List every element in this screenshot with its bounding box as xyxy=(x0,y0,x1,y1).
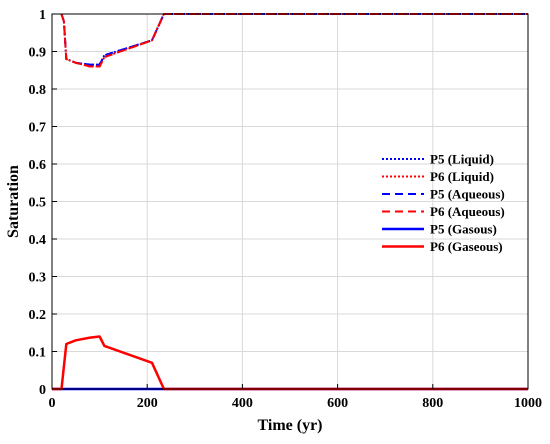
legend-label-4: P5 (Gasous) xyxy=(430,222,497,237)
series-line-3 xyxy=(60,13,528,68)
x-axis-title: Time (yr) xyxy=(257,417,322,434)
x-tick-label: 400 xyxy=(232,396,253,411)
y-tick-label: 0.8 xyxy=(29,83,47,98)
axis-ticks: 0 200 400 600 800 1000 0 0.1 0.2 0.3 0.4 0.5 0.6 0.7 0… xyxy=(29,8,543,411)
x-tick-label: 800 xyxy=(422,396,443,411)
legend-label-2: P5 (Aqueous) xyxy=(430,187,505,202)
x-tick-label: 1000 xyxy=(514,396,542,411)
legend-label-0: P5 (Liquid) xyxy=(430,152,494,167)
series-line-5 xyxy=(52,335,528,391)
y-tick-label: 0.1 xyxy=(29,346,47,361)
y-tick-label: 0.9 xyxy=(29,46,47,61)
x-tick-label: 600 xyxy=(327,396,348,411)
y-tick-label: 0.2 xyxy=(29,308,47,323)
y-tick-label: 0.7 xyxy=(29,121,47,136)
legend-label-5: P6 (Gaseous) xyxy=(430,239,503,254)
y-tick-label: 0.3 xyxy=(29,271,47,286)
legend-label-1: P6 (Liquid) xyxy=(430,169,494,184)
x-tick-label: 0 xyxy=(49,396,56,411)
y-tick-label: 0.4 xyxy=(29,233,47,248)
legend-label-3: P6 (Aqueous) xyxy=(430,204,505,219)
y-tick-label: 0.6 xyxy=(29,158,47,173)
y-axis-title: Saturation xyxy=(5,165,22,238)
y-tick-label: 0 xyxy=(39,383,46,398)
x-tick-label: 200 xyxy=(137,396,158,411)
y-tick-label: 0.5 xyxy=(29,196,47,211)
y-tick-label: 1 xyxy=(39,8,46,23)
legend: P5 (Liquid) P6 (Liquid) P5 (Aqueous) P6 (Aq… xyxy=(382,152,505,254)
